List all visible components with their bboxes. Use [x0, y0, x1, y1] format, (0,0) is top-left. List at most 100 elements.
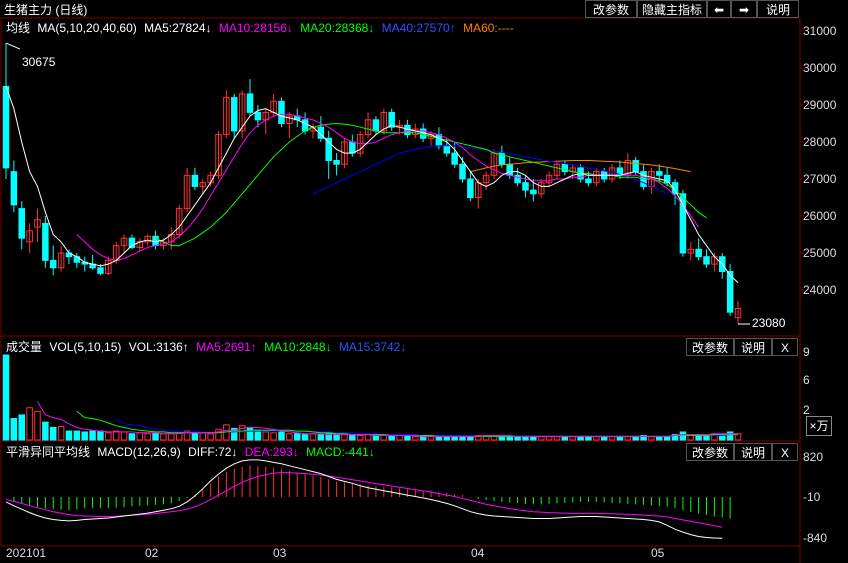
- macd-diff-value: DIFF:72↓: [188, 445, 238, 459]
- volume-y-tick: 2: [803, 403, 810, 417]
- volume-bar: [585, 435, 592, 441]
- diff-line: [5, 459, 723, 539]
- volume-bar: [412, 435, 419, 441]
- volume-bar: [537, 435, 545, 441]
- volume-bar: [168, 433, 175, 441]
- volume-bar: [545, 435, 553, 441]
- candle-body: [175, 208, 183, 236]
- volume-bar: [57, 426, 65, 441]
- volume-bar: [73, 430, 81, 441]
- volume-bar: [81, 431, 88, 441]
- volume-bar: [293, 433, 301, 441]
- volume-bar: [152, 432, 159, 441]
- candle-body: [191, 174, 199, 187]
- candle-body: [223, 97, 230, 136]
- volume-help-button[interactable]: 说明: [734, 338, 772, 356]
- macd-modify-params-button[interactable]: 改参数: [686, 443, 734, 461]
- volume-bar: [663, 435, 671, 441]
- volume-bar: [301, 434, 309, 441]
- volume-bar: [349, 435, 356, 441]
- candle-body: [34, 219, 41, 228]
- volume-bar: [246, 426, 254, 441]
- candle-body: [286, 115, 293, 124]
- volume-bar: [112, 430, 120, 441]
- candle-body: [498, 152, 506, 165]
- candle-body: [372, 119, 380, 132]
- volume-bar: [65, 430, 73, 441]
- macd-params: MACD(12,26,9): [97, 445, 181, 459]
- ma60-value: MA60:----: [463, 21, 514, 35]
- volume-bar: [561, 435, 569, 441]
- candle-body: [545, 174, 553, 184]
- candle-body: [325, 137, 332, 162]
- volume-bar: [656, 435, 663, 441]
- price-y-tick: 29000: [803, 98, 837, 112]
- candle-body: [703, 256, 710, 265]
- candle-body: [695, 248, 702, 258]
- candle-body: [49, 259, 57, 269]
- price-y-tick: 25000: [803, 246, 837, 260]
- ma40-line: [312, 145, 668, 195]
- volume-bar: [18, 414, 25, 441]
- volume-bar: [128, 433, 136, 441]
- volume-bar: [616, 435, 624, 441]
- volume-bar: [427, 435, 435, 441]
- candle-body: [128, 237, 136, 248]
- candle-body: [42, 222, 49, 261]
- candle-body: [18, 208, 25, 239]
- volume-bar: [309, 433, 317, 441]
- volume-bar: [553, 435, 561, 441]
- volume-bar: [522, 435, 529, 441]
- price-y-tick: 27000: [803, 172, 837, 186]
- candle-body: [537, 182, 545, 195]
- volume-bar: [270, 432, 277, 441]
- candle-body: [632, 160, 639, 173]
- volume-bar: [254, 429, 262, 441]
- hide-main-indicator-button[interactable]: 隐藏主指标: [637, 0, 707, 18]
- candle-body: [278, 100, 285, 125]
- volume-bar: [286, 433, 293, 441]
- volume-modify-params-button[interactable]: 改参数: [686, 338, 734, 356]
- candle-body: [10, 171, 18, 206]
- candle-body: [26, 230, 33, 243]
- volume-bar: [380, 435, 388, 441]
- macd-close-button[interactable]: X: [772, 443, 798, 461]
- price-y-tick: 26000: [803, 209, 837, 223]
- volume-close-button[interactable]: X: [772, 338, 798, 356]
- price-high-label: 30675: [22, 55, 56, 69]
- volume-y-tick: 9: [803, 345, 810, 359]
- volume-bar: [2, 354, 10, 441]
- candle-body: [301, 119, 309, 132]
- volume-params: VOL(5,10,15): [49, 340, 122, 354]
- volume-bar: [278, 431, 285, 441]
- candle-body: [726, 271, 734, 313]
- ma60-line: [470, 160, 691, 173]
- price-y-tick: 30000: [803, 61, 837, 75]
- volume-ma15-value: MA15:3742↓: [338, 340, 407, 354]
- candle-body: [514, 174, 521, 184]
- scroll-right-button[interactable]: ➡: [731, 0, 757, 18]
- volume-bar: [356, 435, 364, 441]
- volume-ma10-value: MA10:2848↓: [264, 340, 332, 354]
- modify-params-button[interactable]: 改参数: [585, 0, 637, 18]
- macd-y-tick: 820: [803, 450, 824, 464]
- candle-body: [522, 182, 529, 191]
- ma20-value: MA20:28368↓: [300, 21, 375, 35]
- candle-body: [254, 111, 262, 121]
- price-y-tick: 31000: [803, 24, 837, 38]
- candle-body: [183, 174, 191, 210]
- volume-bar: [333, 434, 340, 441]
- volume-bar: [419, 435, 427, 441]
- macd-help-button[interactable]: 说明: [734, 443, 772, 461]
- volume-bar: [703, 435, 710, 441]
- volume-bar: [199, 432, 207, 441]
- candle-body: [231, 97, 238, 132]
- scroll-left-button[interactable]: ⬅: [707, 0, 731, 18]
- x-tick: 02: [145, 546, 159, 560]
- candle-body: [467, 178, 474, 198]
- volume-bar: [372, 435, 380, 441]
- help-button[interactable]: 说明: [757, 0, 799, 18]
- candle-body: [443, 145, 451, 154]
- candle-body: [388, 111, 395, 128]
- volume-bar: [10, 418, 18, 441]
